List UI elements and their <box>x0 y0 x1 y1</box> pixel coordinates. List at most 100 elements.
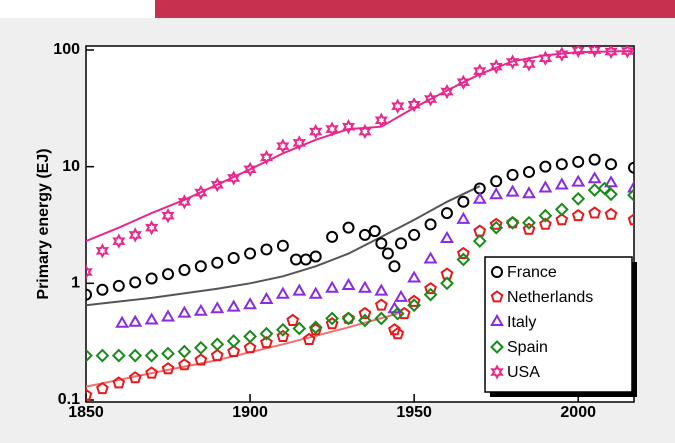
x-tick-label: 2000 <box>560 404 596 421</box>
point <box>178 358 191 371</box>
point <box>161 362 175 375</box>
point <box>226 334 241 349</box>
point <box>243 341 257 354</box>
point <box>210 337 225 352</box>
point <box>162 268 175 281</box>
point <box>325 317 339 330</box>
fit-line <box>86 50 634 243</box>
point <box>490 175 503 188</box>
point <box>128 314 143 327</box>
point <box>259 291 274 304</box>
point <box>374 112 388 128</box>
point <box>145 272 158 285</box>
point <box>227 344 241 357</box>
legend-marker <box>490 364 504 380</box>
point <box>112 279 125 292</box>
point <box>161 346 175 361</box>
point <box>178 264 191 277</box>
point <box>554 177 569 190</box>
point <box>308 286 323 299</box>
legend-marker <box>491 266 503 278</box>
point <box>522 56 536 72</box>
y-tick-label: 1 <box>71 275 80 292</box>
legend-marker <box>490 340 504 354</box>
point <box>308 320 323 335</box>
legend-marker <box>490 313 504 326</box>
point <box>302 332 316 345</box>
point <box>588 153 601 166</box>
point <box>177 194 192 210</box>
point <box>538 180 553 193</box>
point <box>341 277 356 290</box>
y-tick-label: 10 <box>62 158 80 175</box>
point <box>145 366 159 379</box>
point <box>226 299 241 312</box>
point <box>457 195 470 208</box>
legend-label: Italy <box>507 314 536 331</box>
point <box>326 230 339 243</box>
point <box>407 294 421 307</box>
point <box>473 63 487 79</box>
point <box>456 211 471 224</box>
point <box>161 309 176 322</box>
point <box>210 177 224 193</box>
point <box>456 246 470 259</box>
point <box>472 234 487 249</box>
point <box>276 329 290 342</box>
point <box>505 184 520 197</box>
point <box>587 171 602 184</box>
point <box>375 237 388 250</box>
point <box>555 213 569 226</box>
point <box>96 381 109 395</box>
point <box>390 306 405 321</box>
point <box>604 187 618 202</box>
point <box>522 222 536 235</box>
point <box>423 251 438 264</box>
point <box>86 348 93 363</box>
point <box>194 184 208 201</box>
point <box>554 202 569 217</box>
point <box>505 54 520 70</box>
point <box>128 348 143 363</box>
point <box>440 276 454 291</box>
point <box>588 206 602 219</box>
point <box>388 260 401 273</box>
point <box>374 311 389 326</box>
point <box>112 233 126 249</box>
point <box>144 312 159 325</box>
header-bar <box>155 0 675 18</box>
point <box>325 280 340 293</box>
point <box>604 46 618 60</box>
point <box>538 208 553 223</box>
point <box>381 247 394 260</box>
point <box>407 298 422 313</box>
point <box>144 348 159 363</box>
point <box>555 158 568 171</box>
point <box>571 46 585 59</box>
point <box>325 311 340 326</box>
point <box>391 326 405 340</box>
legend-label: USA <box>507 364 540 381</box>
point <box>571 208 585 222</box>
header-blank <box>0 0 155 18</box>
point <box>211 256 224 269</box>
point <box>86 264 93 280</box>
point <box>145 220 159 236</box>
point <box>588 46 602 58</box>
x-tick-label: 1950 <box>396 404 432 421</box>
point <box>423 287 438 302</box>
point <box>227 251 240 264</box>
point <box>572 155 585 168</box>
point <box>522 215 536 230</box>
point <box>374 298 388 311</box>
point <box>522 186 536 199</box>
point <box>112 376 126 389</box>
point <box>627 180 634 193</box>
point <box>368 225 381 238</box>
point <box>177 305 192 318</box>
point <box>292 321 307 336</box>
point <box>424 281 437 295</box>
point <box>342 221 355 234</box>
point <box>627 213 634 226</box>
